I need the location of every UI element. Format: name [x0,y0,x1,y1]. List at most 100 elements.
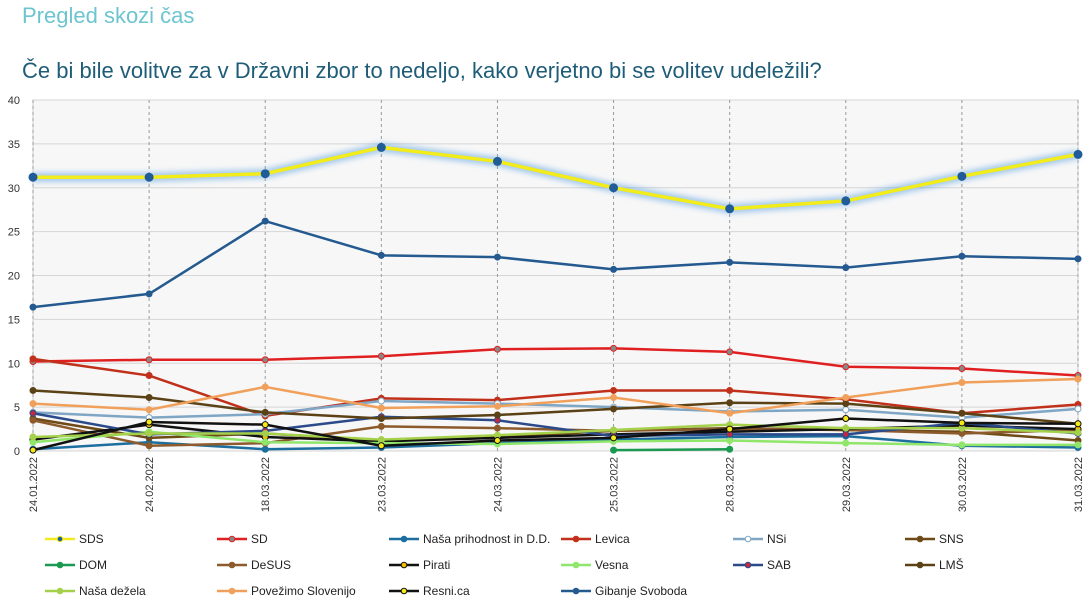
legend-swatch-marker [400,535,408,543]
series-resni-ca [29,415,1082,454]
legend-swatch-marker [744,535,752,543]
legend-item: Naša prihodnost in D.D. [389,532,550,546]
data-point [842,415,850,423]
legend-label: Resni.ca [423,584,470,598]
data-point [145,406,153,414]
legend-swatch-marker [572,587,580,595]
data-point [29,416,37,424]
data-point [493,402,501,410]
data-point [493,345,501,353]
data-point [726,399,734,407]
legend-swatch-marker [572,561,580,569]
legend-label: DeSUS [251,558,291,572]
data-point [842,406,850,414]
legend-label: SD [251,532,268,546]
data-point [610,426,618,434]
data-point [261,408,269,416]
data-point [610,393,618,401]
data-point [726,348,734,356]
data-point [842,430,850,438]
data-point [958,419,966,427]
data-point [377,442,385,450]
series-gibanje-svoboda [29,217,1082,311]
data-point [145,393,153,401]
legend-label: Levica [595,532,630,546]
legend-swatch-marker [228,587,236,595]
x-axis: 24.01.2022 24.02.2022 18.03.2022 23.03.2022… [28,457,1085,512]
data-point [493,436,501,444]
data-point [958,379,966,387]
legend-item: SD [217,532,268,546]
x-tick-label: 25.03.2022 [609,457,621,512]
y-tick-label: 30 [8,183,20,195]
legend-swatch-marker [56,535,64,543]
data-point [726,386,734,394]
data-point [842,400,850,408]
data-point [726,425,734,433]
series-dom [610,445,734,454]
x-tick-label: 23.03.2022 [376,457,388,512]
data-point [842,393,850,401]
legend-label: Naša dežela [79,584,146,598]
data-point [377,251,385,259]
legend-label: LMŠ [939,557,964,572]
data-point [726,436,734,444]
x-tick-label: 24.03.2022 [492,457,504,512]
series-line [32,434,1079,451]
data-point [493,424,501,432]
data-point [493,253,501,261]
data-point [29,386,37,394]
data-point [29,446,37,454]
series-vesna [29,428,1082,449]
data-point [726,445,734,453]
series-line [32,417,1079,452]
y-tick-label: 35 [8,139,20,151]
legend-swatch-marker [400,587,408,595]
data-point [145,356,153,364]
data-point [726,258,734,266]
y-tick-label: 0 [14,446,20,458]
data-point [1074,429,1082,437]
x-tick-label: 29.03.2022 [841,457,853,512]
data-point [29,433,37,441]
legend-label: SNS [939,532,964,546]
y-tick-label: 40 [8,95,20,107]
data-point [377,415,385,423]
series-line [33,145,1079,211]
data-point [145,290,153,298]
legend-item: DOM [45,558,107,572]
data-point [29,303,37,311]
data-point [28,172,38,182]
legend-item: Vesna [561,558,629,572]
data-point [1074,255,1082,263]
data-point [377,436,385,444]
series-line [32,377,1079,415]
series-line [613,447,730,452]
data-point [725,204,735,214]
data-point [610,446,618,454]
legend-item: SDS [45,532,104,546]
y-tick-label: 25 [8,227,20,239]
legend-item: Resni.ca [389,584,470,598]
y-tick-label: 15 [8,314,20,326]
legend: SDS SD Naša prihodnost in D.D. Levica NSi SNS… [45,532,964,598]
legend-label: SAB [767,558,791,572]
x-tick-label: 18.03.2022 [260,457,272,512]
data-point [377,352,385,360]
legend-swatch-marker [572,535,580,543]
data-point [260,169,270,179]
data-point [957,171,967,181]
x-tick-label: 28.03.2022 [725,457,737,512]
series-line [32,347,1079,377]
legend-label: Pirati [423,558,450,572]
data-point [145,429,153,437]
legend-item: Pirati [389,558,450,572]
data-point [29,400,37,408]
legend-label: Vesna [595,558,629,572]
data-point [261,438,269,446]
legend-label: Gibanje Svoboda [595,584,687,598]
data-point [144,172,154,182]
series-line [32,389,1079,426]
series-lines [28,142,1083,454]
